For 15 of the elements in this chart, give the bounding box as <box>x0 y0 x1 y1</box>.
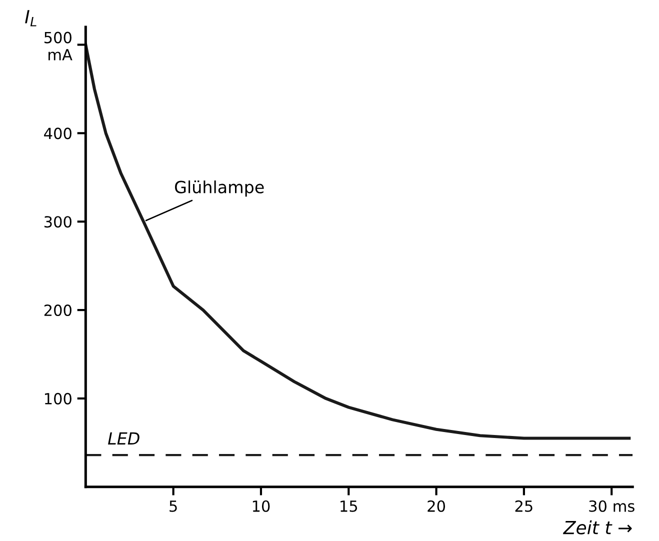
x-tick-label: 30 ms <box>589 500 634 512</box>
y-tick-label: 500 mA <box>44 32 72 60</box>
x-axis-title: Zeit t → <box>562 520 632 534</box>
annotation: Glühlampe <box>175 180 264 197</box>
y-tick-label: 400 <box>44 128 72 140</box>
x-tick-label: 15 <box>340 500 358 512</box>
ref-line-label: LED <box>108 432 140 445</box>
y-tick-label: 200 <box>44 304 72 316</box>
y-axis-title: I$_{L}$ <box>25 10 36 26</box>
x-tick-label: 5 <box>170 500 177 512</box>
y-tick-label: 300 <box>44 216 72 228</box>
x-tick-label: 20 <box>428 500 445 512</box>
x-tick-label: 25 <box>515 500 532 512</box>
x-tick-label: 10 <box>252 500 270 512</box>
y-tick-label: 100 <box>44 392 72 404</box>
